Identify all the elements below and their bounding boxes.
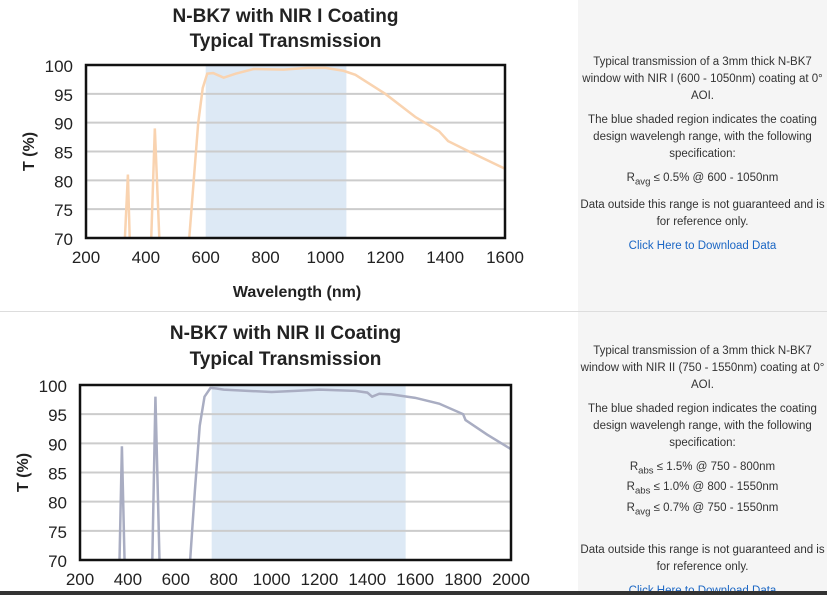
- divider: [0, 311, 827, 312]
- x-tick-label: 1600: [396, 570, 434, 589]
- download-data-link[interactable]: Click Here to Download Data: [628, 240, 777, 253]
- chart-panel-nir2: N-BK7 with NIR II Coating Typical Transmi…: [0, 312, 579, 591]
- x-tick-label: 1400: [426, 248, 464, 267]
- y-tick-label: 80: [54, 172, 73, 191]
- x-tick-label: 1200: [301, 570, 339, 589]
- x-tick-label: 1200: [366, 248, 404, 267]
- x-tick-label: 1800: [444, 570, 482, 589]
- chart-panel-nir1: N-BK7 with NIR I Coating Typical Transmis…: [0, 0, 579, 311]
- x-tick-label: 200: [72, 248, 100, 267]
- description-nir2: Typical transmission of a 3mm thick N-BK…: [578, 312, 827, 597]
- x-tick-label: 800: [209, 570, 237, 589]
- y-axis-label: T (%): [21, 132, 38, 171]
- description-text: Typical transmission of a 3mm thick N-BK…: [580, 345, 825, 391]
- description-nir1: Typical transmission of a 3mm thick N-BK…: [578, 0, 827, 311]
- description-text: Typical transmission of a 3mm thick N-BK…: [582, 56, 823, 102]
- y-tick-label: 85: [48, 465, 67, 484]
- x-tick-label: 1400: [348, 570, 386, 589]
- description-text: The blue shaded region indicates the coa…: [588, 403, 817, 449]
- x-tick-label: 600: [192, 248, 220, 267]
- y-axis-label: T (%): [15, 453, 32, 492]
- chart-subtitle: Typical Transmission: [190, 31, 382, 52]
- taskbar-edge: [0, 591, 827, 595]
- x-axis-label: Wavelength (nm): [233, 284, 361, 301]
- y-tick-label: 100: [45, 57, 73, 76]
- transmission-curve: [149, 128, 161, 239]
- chart-title: N-BK7 with NIR I Coating: [173, 6, 399, 27]
- y-tick-label: 90: [48, 435, 67, 454]
- spec-lines: Rabs ≤ 1.5% @ 750 - 800nm Rabs ≤ 1.0% @ …: [626, 461, 779, 517]
- y-tick-label: 85: [54, 144, 73, 163]
- x-tick-label: 1000: [307, 248, 345, 267]
- y-tick-label: 90: [54, 115, 73, 134]
- y-tick-label: 70: [54, 230, 73, 249]
- x-tick-label: 200: [66, 570, 94, 589]
- chart-nir2: N-BK7 with NIR II Coating Typical Transmi…: [15, 323, 530, 589]
- y-tick-label: 95: [54, 86, 73, 105]
- chart-subtitle: Typical Transmission: [190, 349, 382, 370]
- transmission-curve: [118, 446, 126, 561]
- x-tick-label: 1600: [486, 248, 524, 267]
- y-tick-label: 75: [48, 523, 67, 542]
- x-tick-label: 400: [114, 570, 142, 589]
- transmission-curve: [123, 174, 131, 239]
- transmission-curve: [188, 386, 512, 561]
- disclaimer-text: Data outside this range is not guarantee…: [580, 543, 825, 573]
- x-tick-label: 1000: [253, 570, 291, 589]
- x-tick-label: 600: [162, 570, 190, 589]
- disclaimer-text: Data outside this range is not guarantee…: [580, 199, 825, 229]
- transmission-curve: [151, 396, 161, 561]
- x-tick-label: 400: [132, 248, 160, 267]
- y-tick-label: 75: [54, 201, 73, 220]
- x-tick-label: 800: [251, 248, 279, 267]
- spec-line: Ravg ≤ 0.5% @ 600 - 1050nm: [626, 172, 779, 188]
- chart-title: N-BK7 with NIR II Coating: [170, 323, 401, 344]
- plot-frame: [84, 63, 507, 240]
- y-tick-label: 80: [48, 494, 67, 513]
- plot-frame: [78, 383, 513, 562]
- transmission-curve: [188, 66, 506, 239]
- y-tick-label: 100: [39, 377, 67, 396]
- chart-nir1: N-BK7 with NIR I Coating Typical Transmis…: [21, 6, 524, 301]
- y-tick-label: 95: [48, 406, 67, 425]
- y-tick-label: 70: [48, 552, 67, 571]
- x-tick-label: 2000: [492, 570, 530, 589]
- description-text: The blue shaded region indicates the coa…: [588, 114, 817, 160]
